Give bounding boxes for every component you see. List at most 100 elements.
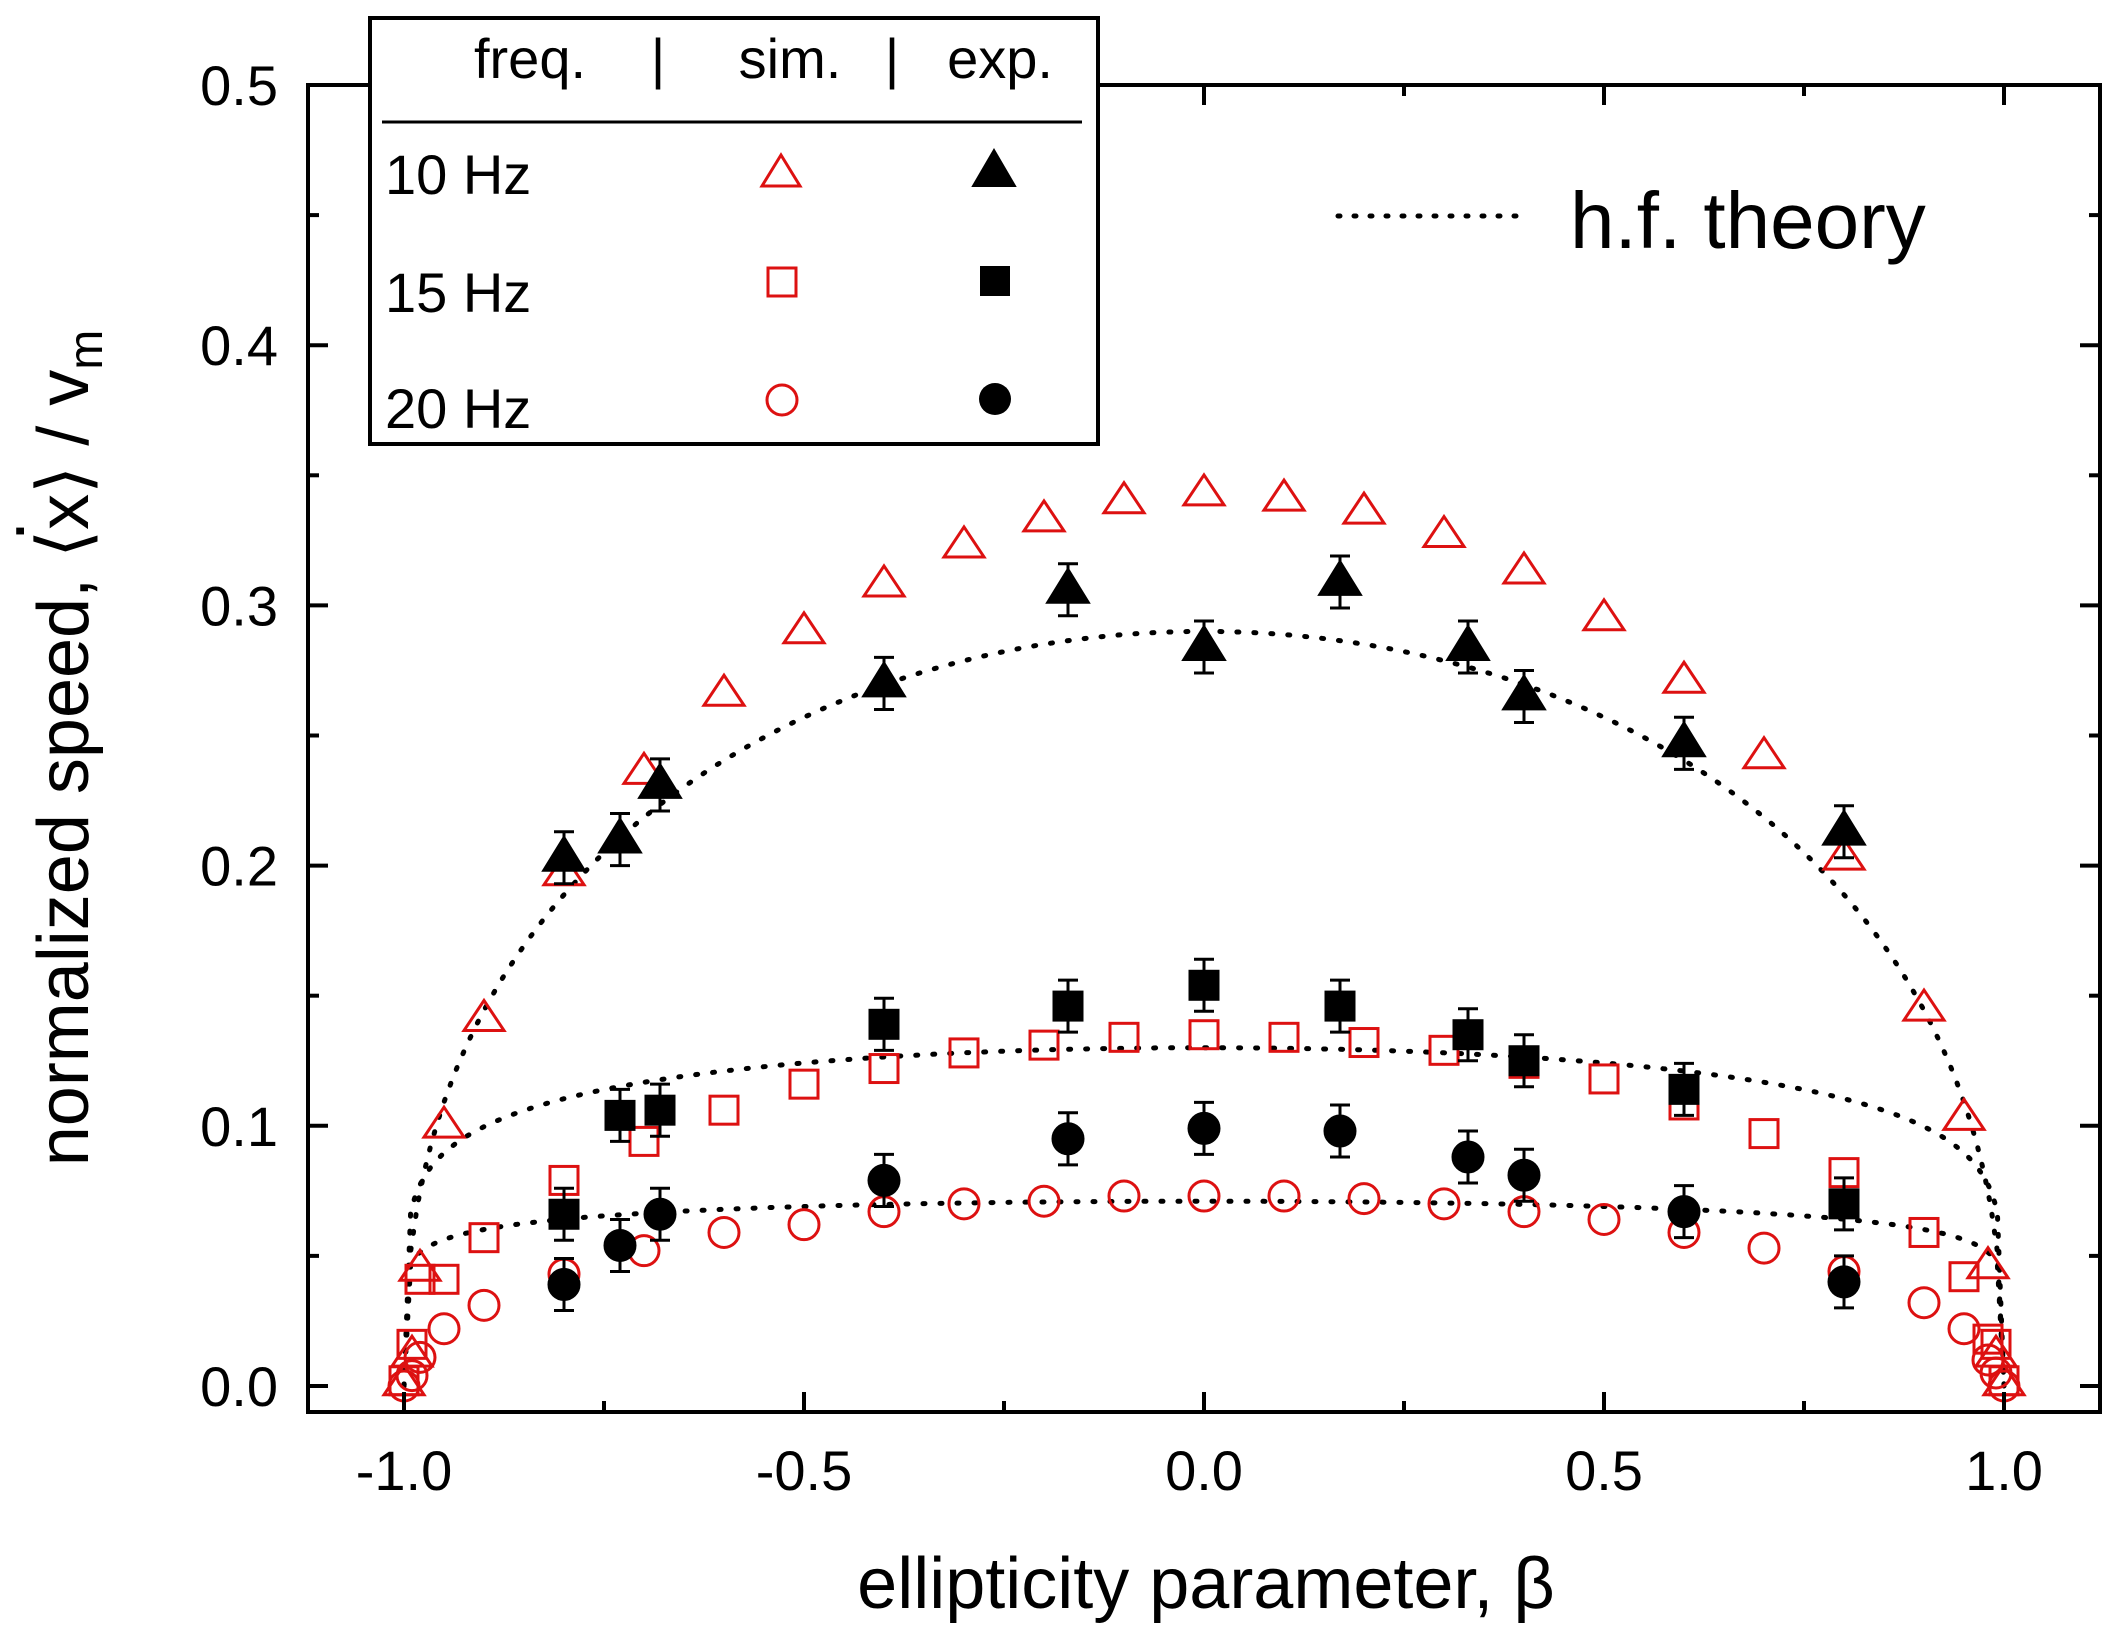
- y-tick-label: 0.2: [200, 835, 278, 898]
- exp-square-point: [1668, 1073, 1700, 1105]
- legend-15hz-sim-square-marker: [766, 266, 798, 298]
- sim-square-point: [1348, 1027, 1380, 1059]
- sim-triangle-point: [1581, 597, 1627, 632]
- sim-square-point: [1108, 1021, 1140, 1053]
- sim-square-point: [708, 1094, 740, 1126]
- exp-circle-point: [643, 1197, 677, 1231]
- x-tick-label: 1.0: [1965, 1439, 2043, 1502]
- theory-legend-label: h.f. theory: [1570, 176, 1926, 265]
- sim-circle-point: [947, 1187, 981, 1221]
- exp-triangle-point: [1445, 624, 1491, 661]
- sim-square-point: [1748, 1118, 1780, 1150]
- exp-square-point: [1324, 990, 1356, 1022]
- sim-circle-point: [1747, 1231, 1781, 1265]
- sim-circle-point: [1907, 1286, 1941, 1320]
- legend: freq. | sim. | exp. 10 Hz 15 Hz 20 Hz: [368, 16, 1100, 446]
- sim-triangle-point: [1661, 659, 1707, 694]
- sim-circle-point: [1347, 1182, 1381, 1216]
- sim-triangle-point: [1181, 472, 1227, 507]
- exp-triangle-point: [637, 761, 683, 799]
- exp-circle-point: [1187, 1111, 1221, 1145]
- sim-square-point: [1588, 1063, 1620, 1095]
- exp-triangle-point: [1661, 720, 1707, 758]
- exp-circle-point: [1667, 1195, 1701, 1229]
- sim-square-point: [404, 1263, 436, 1295]
- sim-triangle-point: [1501, 550, 1547, 585]
- sim-circle-point: [427, 1312, 461, 1346]
- legend-10hz-exp-triangle-marker: [971, 148, 1017, 187]
- exp-circle-point: [1323, 1114, 1357, 1148]
- legend-header-sim: sim.: [739, 27, 842, 90]
- exp-circle-point: [867, 1163, 901, 1197]
- legend-header-sep-2: |: [885, 27, 900, 90]
- legend-20hz-exp-circle-marker: [979, 383, 1011, 415]
- sim-triangle-point: [461, 997, 507, 1033]
- legend-frame: [368, 16, 1100, 446]
- y-tick-label: 0.0: [200, 1355, 278, 1418]
- axis-ticks: -1.0 -0.5 0.0 0.5 1.0 0.0 0.1 0.2 0.3 0.4 0.5: [200, 54, 2100, 1502]
- sim-circle-point: [395, 1359, 429, 1393]
- exp-circle-point: [547, 1268, 581, 1302]
- legend-row-10hz-label: 10 Hz: [385, 143, 531, 206]
- legend-header-freq: freq.: [474, 27, 586, 90]
- legend-10hz-sim-triangle-marker: [759, 152, 803, 188]
- sim-square-point: [1948, 1261, 1980, 1293]
- legend-header-sep-1: |: [651, 27, 666, 90]
- sim-triangle-point: [1421, 513, 1467, 549]
- x-tick-label: 0.5: [1565, 1439, 1643, 1502]
- sim-square-point: [628, 1125, 660, 1157]
- sim-triangle-point: [1021, 498, 1067, 533]
- sim-triangle-point: [861, 563, 907, 598]
- y-axis-title-subscript: m: [60, 330, 113, 370]
- sim-square-point: [1268, 1021, 1300, 1053]
- exp-square-point: [1052, 990, 1084, 1022]
- sim-triangle-point: [1341, 490, 1387, 525]
- y-axis-title: normalized speed, ⟨x⟩ / vm ·: [0, 330, 113, 1167]
- sim-square-point: [868, 1053, 900, 1085]
- legend-row-20hz-label: 20 Hz: [385, 377, 531, 440]
- sim-square-point: [1188, 1019, 1220, 1051]
- x-tick-label: 0.0: [1165, 1439, 1243, 1502]
- exp-square-point: [604, 1099, 636, 1131]
- sim-square-point: [428, 1263, 460, 1295]
- exp-triangle-point: [1045, 566, 1091, 604]
- sim-triangle-point: [1101, 480, 1147, 515]
- sim-triangle-point: [781, 610, 827, 645]
- sim-triangle-point: [621, 750, 667, 785]
- theory-curve: [401, 1198, 2007, 1389]
- sim-triangle-point: [1941, 1096, 1987, 1131]
- sim-square-point: [948, 1037, 980, 1069]
- sim-square-point: [1908, 1216, 1940, 1248]
- svg-text:normalized speed, ⟨x⟩ / vm: normalized speed, ⟨x⟩ / vm: [24, 330, 113, 1167]
- exp-triangle-point: [1317, 558, 1363, 596]
- exp-triangle-point: [861, 660, 907, 698]
- sim-triangle-point: [1741, 735, 1787, 770]
- legend-15hz-exp-square-marker: [980, 266, 1010, 296]
- legend-20hz-sim-circle-marker: [765, 383, 799, 417]
- exp-circle-point: [1827, 1265, 1861, 1299]
- exp-triangle-point: [1821, 808, 1867, 846]
- x-axis-title: ellipticity parameter, β: [857, 1544, 1555, 1624]
- exp-square-point: [644, 1094, 676, 1126]
- exp-circle-point: [1051, 1122, 1085, 1156]
- y-axis-title-dot: ·: [0, 519, 56, 543]
- sim-circle-point: [403, 1340, 437, 1374]
- sim-circle-point: [1267, 1179, 1301, 1213]
- sim-triangle-point: [1821, 836, 1867, 871]
- y-tick-label: 0.5: [200, 54, 278, 117]
- y-tick-label: 0.3: [200, 574, 278, 637]
- sim-circle-point: [1427, 1187, 1461, 1221]
- exp-circle-point: [1507, 1158, 1541, 1192]
- exp-square-point: [1188, 969, 1220, 1001]
- sim-circle-point: [1187, 1179, 1221, 1213]
- legend-row-15hz-label: 15 Hz: [385, 261, 531, 324]
- exp-square-point: [1452, 1019, 1484, 1051]
- sim-circle-point: [1947, 1312, 1981, 1346]
- exp-circle-point: [603, 1228, 637, 1262]
- sim-square-point: [1428, 1034, 1460, 1066]
- y-tick-label: 0.4: [200, 314, 278, 377]
- plot-marks: [381, 472, 2027, 1403]
- sim-triangle-point: [701, 672, 747, 707]
- y-axis-title-main: normalized speed, ⟨x⟩ / v: [24, 370, 104, 1167]
